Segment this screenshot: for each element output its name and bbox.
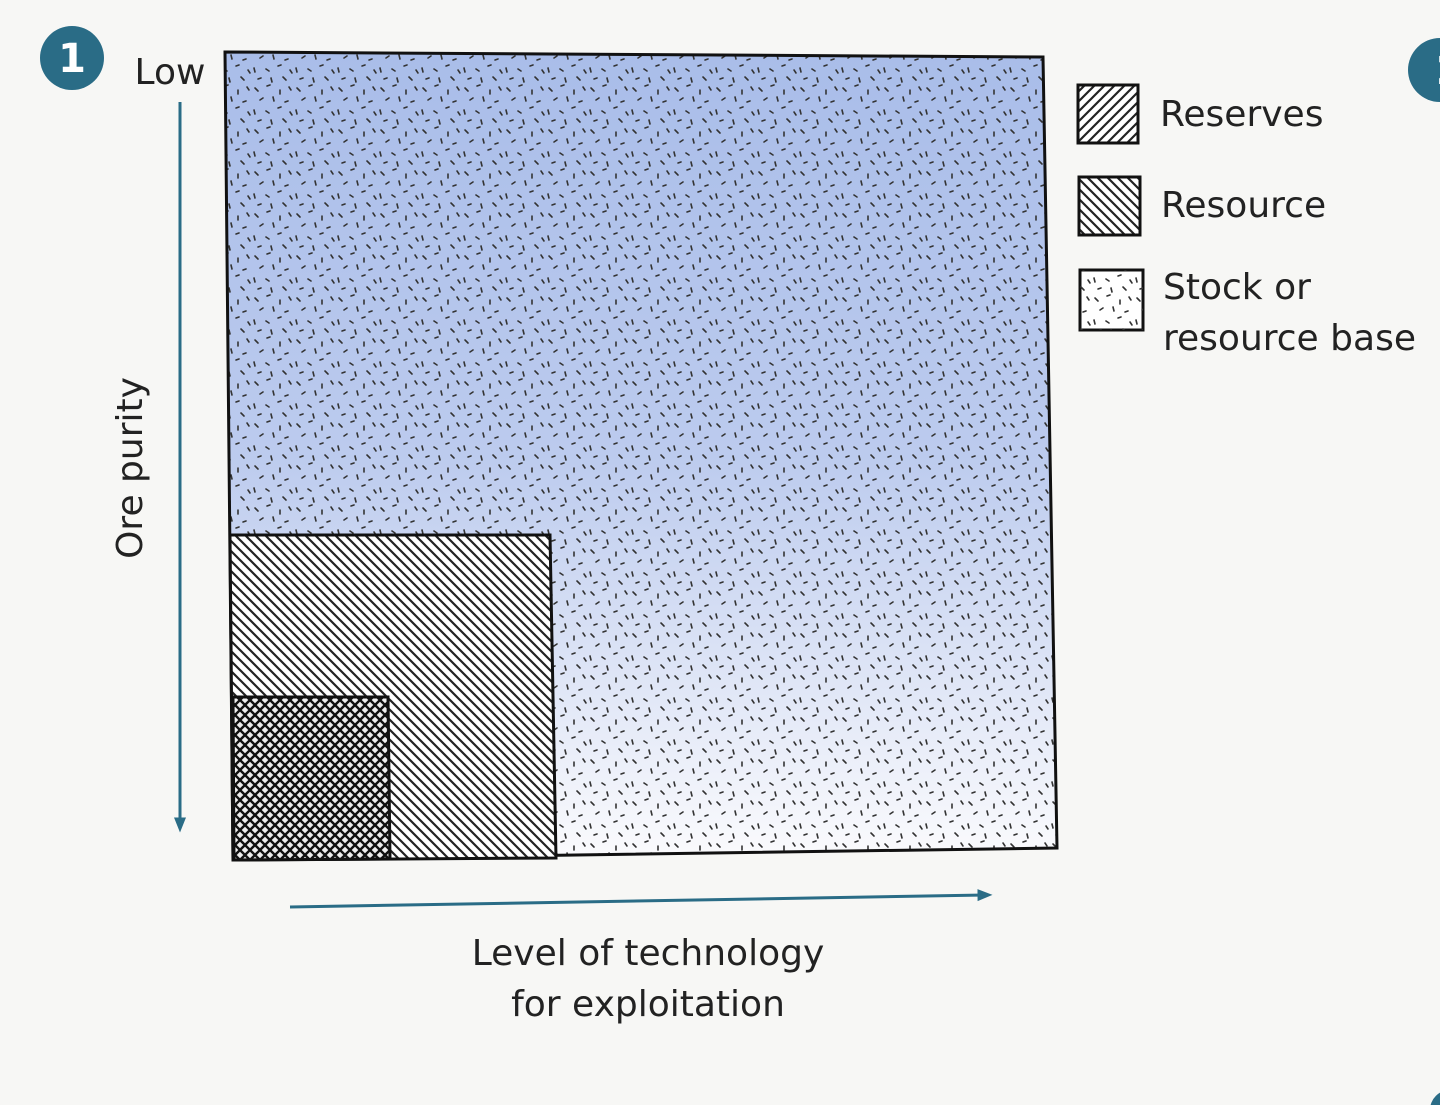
legend-swatch (1076, 83, 1140, 145)
y-end-label: Low (135, 52, 206, 93)
badge-label: 1 (58, 36, 86, 82)
badge (40, 26, 104, 90)
badge-decoration (1430, 1092, 1440, 1105)
legend-label: Stock or (1163, 267, 1311, 308)
legend-label: Resource (1161, 185, 1326, 226)
reserves-area (231, 695, 392, 862)
legend-label: resource base (1163, 318, 1416, 359)
legend-label: Reserves (1160, 94, 1323, 135)
x-arrow (289, 889, 993, 909)
x-label: Level of technology (472, 933, 825, 974)
y-label: Ore purity (110, 377, 151, 559)
legend-swatch (1077, 175, 1142, 237)
badge (1408, 38, 1440, 102)
legend-swatch-pattern (1080, 270, 1143, 330)
x-label: for exploitation (511, 984, 785, 1025)
badge-label: 2 (1436, 48, 1440, 94)
